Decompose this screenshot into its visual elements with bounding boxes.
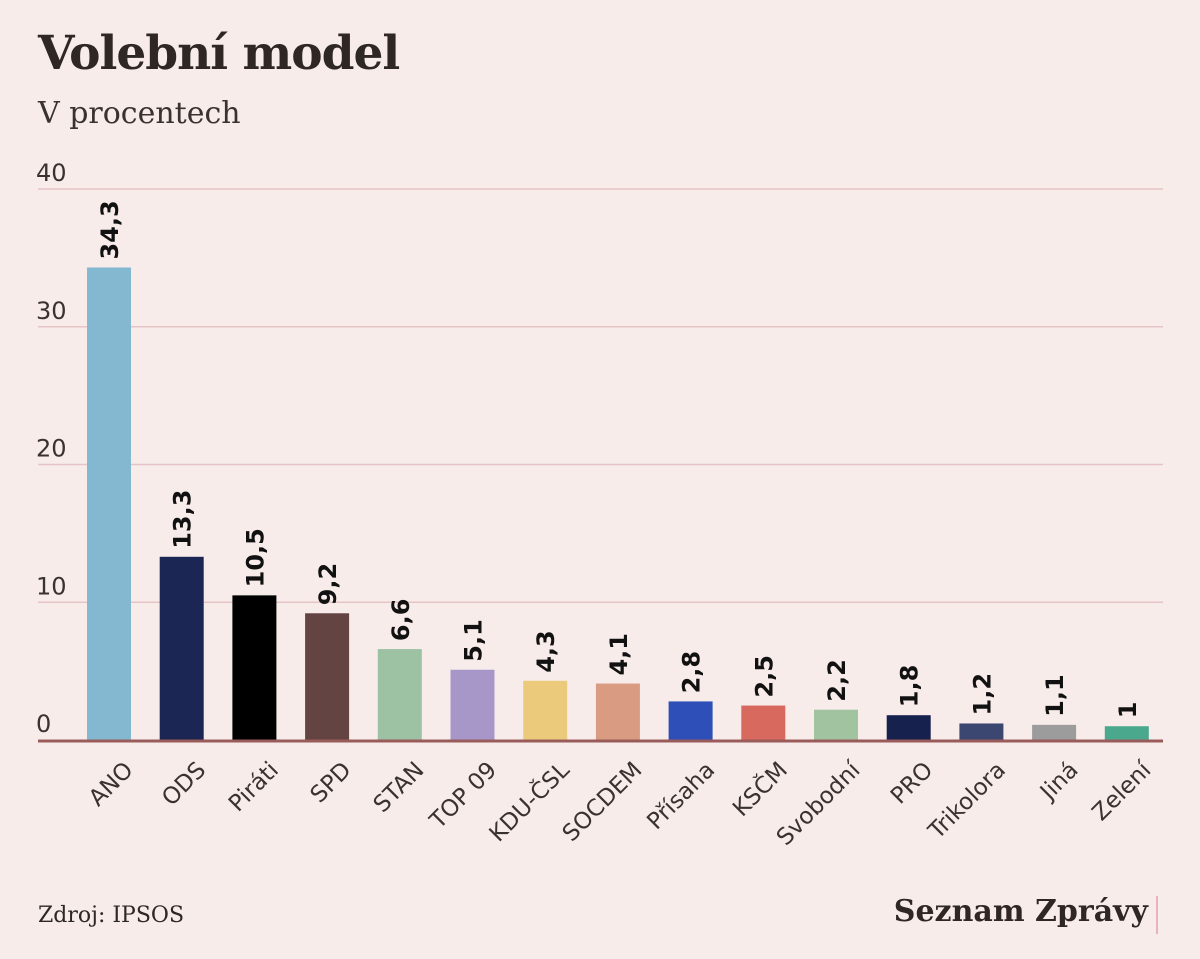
- bar: [232, 595, 277, 740]
- x-tick-label: Piráti: [224, 757, 284, 817]
- y-tick-label: 30: [36, 297, 67, 325]
- data-label: 1,8: [896, 665, 924, 708]
- bar-chart: 34,3 13,3 10,5 9,2 6,6 5,1 4,3 4,1 2,8 2,5 2,2 1,8 1…: [36, 159, 1163, 851]
- y-tick-label: 10: [36, 572, 67, 600]
- x-tick-label: Trikolora: [923, 757, 1011, 845]
- x-tick-label: ANO: [84, 757, 138, 811]
- x-tick-label: Jiná: [1034, 757, 1083, 806]
- x-tick-label: KSČM: [727, 756, 793, 822]
- x-tick-label: STAN: [369, 757, 430, 818]
- bar: [959, 723, 1004, 740]
- bar: [305, 613, 350, 740]
- data-label: 2,5: [750, 655, 778, 698]
- source-note: Zdroj: IPSOS: [38, 903, 185, 928]
- bars: [87, 267, 1149, 740]
- chart-title: Volební model: [38, 26, 400, 81]
- brand-logo: Seznam Zprávy: [893, 894, 1148, 929]
- x-tick-label: PRO: [886, 757, 938, 809]
- data-label: 1,1: [1041, 674, 1069, 717]
- data-label: 9,2: [314, 563, 342, 606]
- data-label: 34,3: [96, 200, 124, 259]
- data-label: 5,1: [460, 619, 488, 662]
- bar: [377, 649, 422, 740]
- bar: [87, 267, 131, 740]
- data-label: 10,5: [241, 528, 269, 587]
- bar: [159, 556, 204, 740]
- bar: [1032, 724, 1077, 740]
- bar: [886, 715, 931, 740]
- data-label: 6,6: [387, 599, 415, 642]
- data-label: 13,3: [169, 490, 197, 549]
- data-label: 4,3: [532, 630, 560, 673]
- bar: [741, 705, 786, 740]
- y-tick-label: 0: [36, 710, 51, 738]
- x-tick-label: Zelení: [1087, 757, 1156, 826]
- y-tick-label: 40: [36, 159, 67, 187]
- x-tick-label: Přísaha: [642, 757, 720, 835]
- x-tick-label: ODS: [157, 757, 211, 811]
- gridlines: [38, 188, 1163, 603]
- data-label: 1: [1114, 702, 1142, 719]
- x-tick-label: KDU-ČSL: [483, 756, 575, 848]
- x-tick-label: SPD: [306, 757, 357, 808]
- x-tick-label: SOCDEM: [558, 757, 648, 847]
- y-tick-label: 20: [36, 435, 67, 463]
- data-label: 4,1: [605, 633, 633, 676]
- value-labels: 34,3 13,3 10,5 9,2 6,6 5,1 4,3 4,1 2,8 2,5 2,2 1,8 1…: [96, 200, 1142, 718]
- bar: [1104, 726, 1149, 740]
- brand-accent-bar: [1156, 896, 1158, 934]
- bar: [523, 680, 568, 740]
- data-label: 2,2: [823, 659, 851, 702]
- data-label: 1,2: [968, 673, 996, 716]
- bar: [668, 701, 713, 740]
- bar: [814, 709, 858, 740]
- data-label: 2,8: [678, 651, 706, 694]
- bar: [450, 669, 495, 740]
- bar: [595, 683, 640, 740]
- chart-subtitle: V procentech: [38, 96, 241, 131]
